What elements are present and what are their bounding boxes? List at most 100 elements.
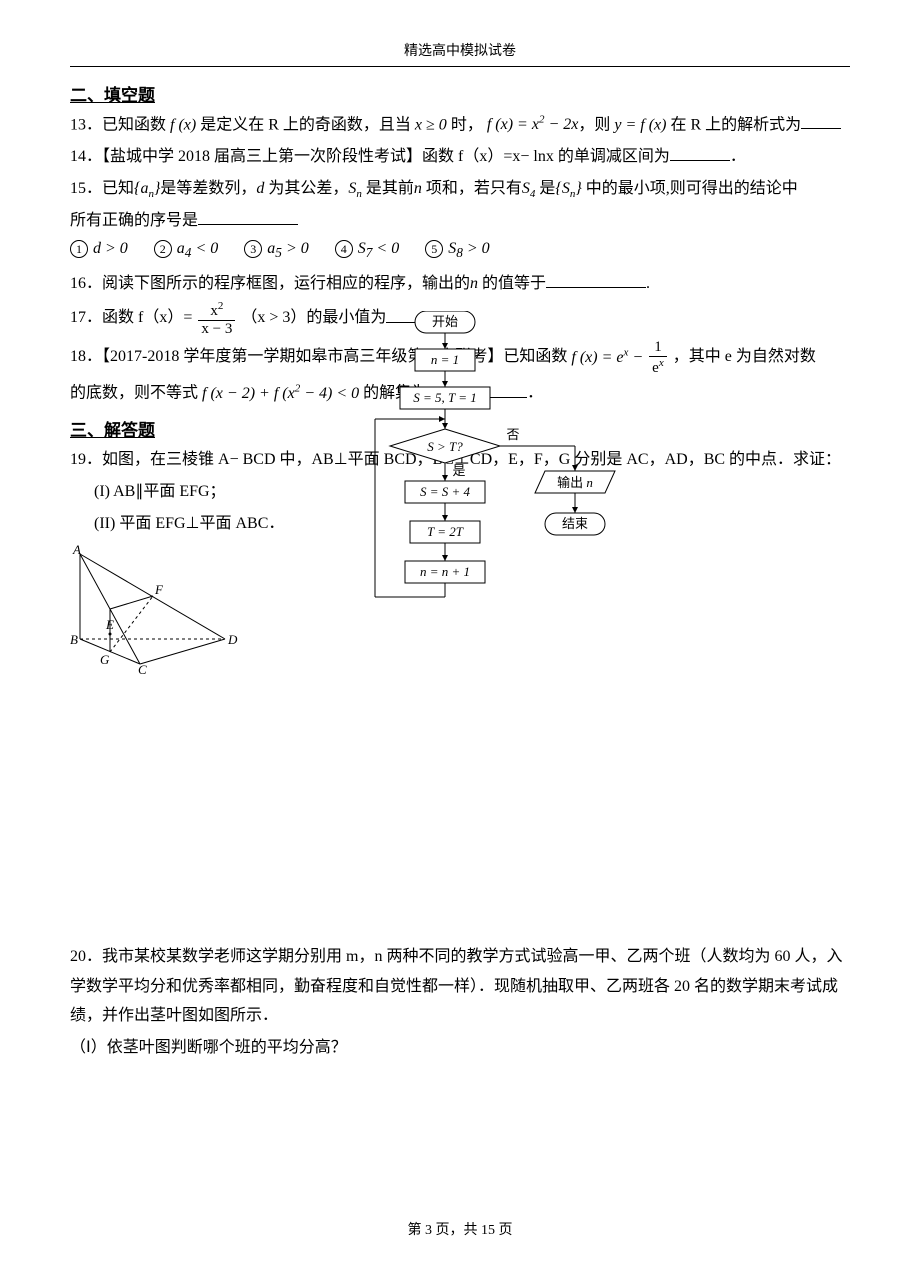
q15-blank [198, 208, 298, 225]
q15-s4: S4 [522, 180, 536, 197]
q15-num: 15． [70, 180, 102, 197]
q18-line2b: 的解集为 [363, 385, 427, 402]
q16-text2: 的值等于 [478, 275, 546, 292]
q16-n: n [470, 275, 478, 292]
page-header: 精选高中模拟试卷 [70, 40, 850, 64]
q18-num: 18． [70, 349, 102, 366]
q17-frac-den: x − 3 [198, 321, 235, 338]
q13-expr: f (x) = x2 − 2x [483, 116, 579, 133]
q16-tail: . [646, 275, 650, 292]
q13-blank [801, 112, 841, 129]
q13-c: 时， [447, 116, 483, 133]
q20-p1-text: （Ⅰ）依茎叶图判断哪个班的平均分高？ [70, 1039, 347, 1056]
question-18-line2: 的底数，则不等式 f (x − 2) + f (x2 − 4) < 0 的解集为… [70, 378, 850, 408]
q17-frac-num: x2 [198, 300, 235, 321]
o3: a5 > 0 [263, 240, 308, 257]
q13-num: 13． [70, 116, 102, 133]
circ-1: 1 [70, 240, 88, 258]
q18-frac-num: 1 [649, 339, 667, 357]
q15-line2: 所有正确的序号是 [70, 212, 198, 229]
q17-num: 17． [70, 310, 102, 327]
question-19: 19．如图，在三棱锥 A− BCD 中，AB⊥平面 BCD，BC⊥CD，E，F，… [70, 445, 850, 475]
q15-an: {an} [134, 180, 160, 197]
question-19-p1: (I) AB∥平面 EFG； [70, 477, 850, 507]
page-footer: 第 3 页，共 15 页 [0, 1219, 920, 1239]
q16-blank [546, 271, 646, 288]
q20-num: 20． [70, 948, 102, 965]
question-14: 14．【盐城中学 2018 届高三上第一次阶段性考试】函数 f（x）=x− ln… [70, 142, 850, 172]
question-15: 15．已知{an}是等差数列，d 为其公差，Sn 是其前n 项和，若只有S4 是… [70, 174, 850, 205]
q14-num: 14． [70, 148, 102, 165]
q19-num: 19． [70, 451, 102, 468]
q18-line2a: 的底数，则不等式 [70, 385, 198, 402]
o1: d > 0 [89, 240, 128, 257]
q19-p1-text: (I) AB∥平面 EFG； [94, 477, 850, 507]
geom-A: A [72, 544, 81, 557]
q13-e: 在 R 上的解析式为 [666, 116, 801, 133]
question-19-p2: (II) 平面 EFG⊥平面 ABC． [70, 509, 850, 539]
q17-a: 函数 f（x）= [102, 310, 192, 327]
o4: S7 < 0 [354, 240, 399, 257]
footer-c: 页 [495, 1223, 513, 1238]
q20-text: 我市某校某数学老师这学期分别用 m，n 两种不同的教学方式试验高一甲、乙两个班（… [70, 948, 842, 1024]
q15-e: 项和，若只有 [422, 180, 522, 197]
q17-frac: x2 x − 3 [198, 300, 235, 337]
q19-p2-text: (II) 平面 EFG⊥平面 ABC． [94, 509, 850, 539]
question-20-p1: （Ⅰ）依茎叶图判断哪个班的平均分高？ [70, 1033, 850, 1063]
q16-num: 16． [70, 275, 102, 292]
q19-text: 如图，在三棱锥 A− BCD 中，AB⊥平面 BCD，BC⊥CD，E，F，G 分… [102, 451, 841, 468]
o5: S8 > 0 [444, 240, 489, 257]
geom-E: E [105, 617, 114, 632]
question-15-line2: 所有正确的序号是 [70, 206, 850, 236]
o2: a4 < 0 [173, 240, 218, 257]
circ-2: 2 [154, 240, 172, 258]
q13-cond: x ≥ 0 [415, 116, 447, 133]
footer-b: 页，共 [432, 1223, 481, 1238]
footer-pg: 3 [425, 1223, 432, 1238]
q15-sn2: {Sn} [555, 180, 581, 197]
geom-C: C [138, 662, 147, 674]
footer-tot: 15 [481, 1223, 495, 1238]
geometry-figure: A B C D E F G [70, 544, 850, 679]
q17-tail: ． [446, 310, 462, 327]
geom-G: G [100, 652, 110, 667]
q17-b: （x > 3）的最小值为 [241, 310, 386, 327]
question-18: 18．【2017-2018 学年度第一学期如皋市高三年级第一次联考】已知函数 f… [70, 339, 850, 376]
question-17: 17．函数 f（x）= x2 x − 3 （x > 3）的最小值为 ． [70, 300, 850, 337]
q15-g: 中的最小项,则可得出的结论中 [582, 180, 798, 197]
geom-B: B [70, 632, 78, 647]
q13-b: 是定义在 R 上的奇函数，且当 [196, 116, 415, 133]
q15-opt5: 5 S8 > 0 [425, 240, 489, 261]
circ-3: 3 [244, 240, 262, 258]
question-15-options: 1 d > 0 2 a4 < 0 3 a5 > 0 4 S7 < 0 5 S8 … [70, 240, 850, 261]
page: 精选高中模拟试卷 二、填空题 13．已知函数 f (x) 是定义在 R 上的奇函… [0, 0, 920, 1273]
q13-fx: f (x) [170, 116, 196, 133]
q15-t-d: 是其前 [362, 180, 414, 197]
question-16: 16．阅读下图所示的程序框图，运行相应的程序，输出的n 的值等于. [70, 269, 850, 299]
q15-f: 是 [535, 180, 555, 197]
question-20: 20．我市某校某数学老师这学期分别用 m，n 两种不同的教学方式试验高一甲、乙两… [70, 942, 850, 1031]
q15-sn: Sn [348, 180, 362, 197]
q15-opt3: 3 a5 > 0 [244, 240, 308, 261]
q15-opt1: 1 d > 0 [70, 240, 128, 258]
q18-fx: f (x) = ex − [571, 349, 647, 366]
q15-n: n [414, 180, 422, 197]
q15-a: 已知 [102, 180, 134, 197]
geom-F: F [154, 582, 164, 597]
section-2-heading: 二、填空题 [70, 81, 850, 106]
q14-text: 【盐城中学 2018 届高三上第一次阶段性考试】函数 f（x）=x− lnx 的… [102, 148, 670, 165]
q15-opt2: 2 a4 < 0 [154, 240, 218, 261]
q16-text: 阅读下图所示的程序框图，运行相应的程序，输出的 [102, 275, 470, 292]
q15-b: 是等差数列， [160, 180, 256, 197]
q18-frac-den: ex [649, 357, 667, 377]
question-20-block: 20．我市某校某数学老师这学期分别用 m，n 两种不同的教学方式试验高一甲、乙两… [70, 940, 850, 1064]
q13-a: 已知函数 [102, 116, 170, 133]
geom-D: D [227, 632, 238, 647]
q15-c: 为其公差， [264, 180, 348, 197]
q15-opt4: 4 S7 < 0 [335, 240, 399, 261]
q13-yfx: y = f (x) [614, 116, 666, 133]
q18-a: 【2017-2018 学年度第一学期如皋市高三年级第一次联考】已知函数 [102, 349, 567, 366]
q18-blank [427, 381, 527, 398]
q18-b: ，其中 e 为自然对数 [673, 349, 816, 366]
footer-a: 第 [408, 1223, 426, 1238]
